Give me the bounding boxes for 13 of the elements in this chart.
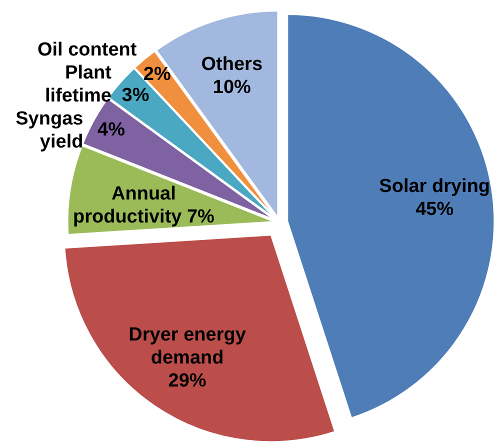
slice-label: Oil content	[37, 39, 138, 60]
data-label: 45%	[416, 198, 454, 220]
slice-label: Annual productivity 7%	[72, 184, 215, 228]
slice-label: Dryer energy demand	[128, 324, 246, 369]
slice-label: Others	[201, 54, 263, 75]
data-label: 2%	[143, 64, 171, 86]
data-label: 4%	[98, 120, 126, 141]
slice-label: Solar drying	[379, 176, 490, 197]
slice-label: Plant lifetime	[44, 62, 112, 106]
data-label: 29%	[168, 370, 206, 392]
data-label: 3%	[122, 85, 150, 106]
slice-label: Syngas yield	[16, 108, 84, 152]
data-label: 10%	[212, 77, 252, 98]
